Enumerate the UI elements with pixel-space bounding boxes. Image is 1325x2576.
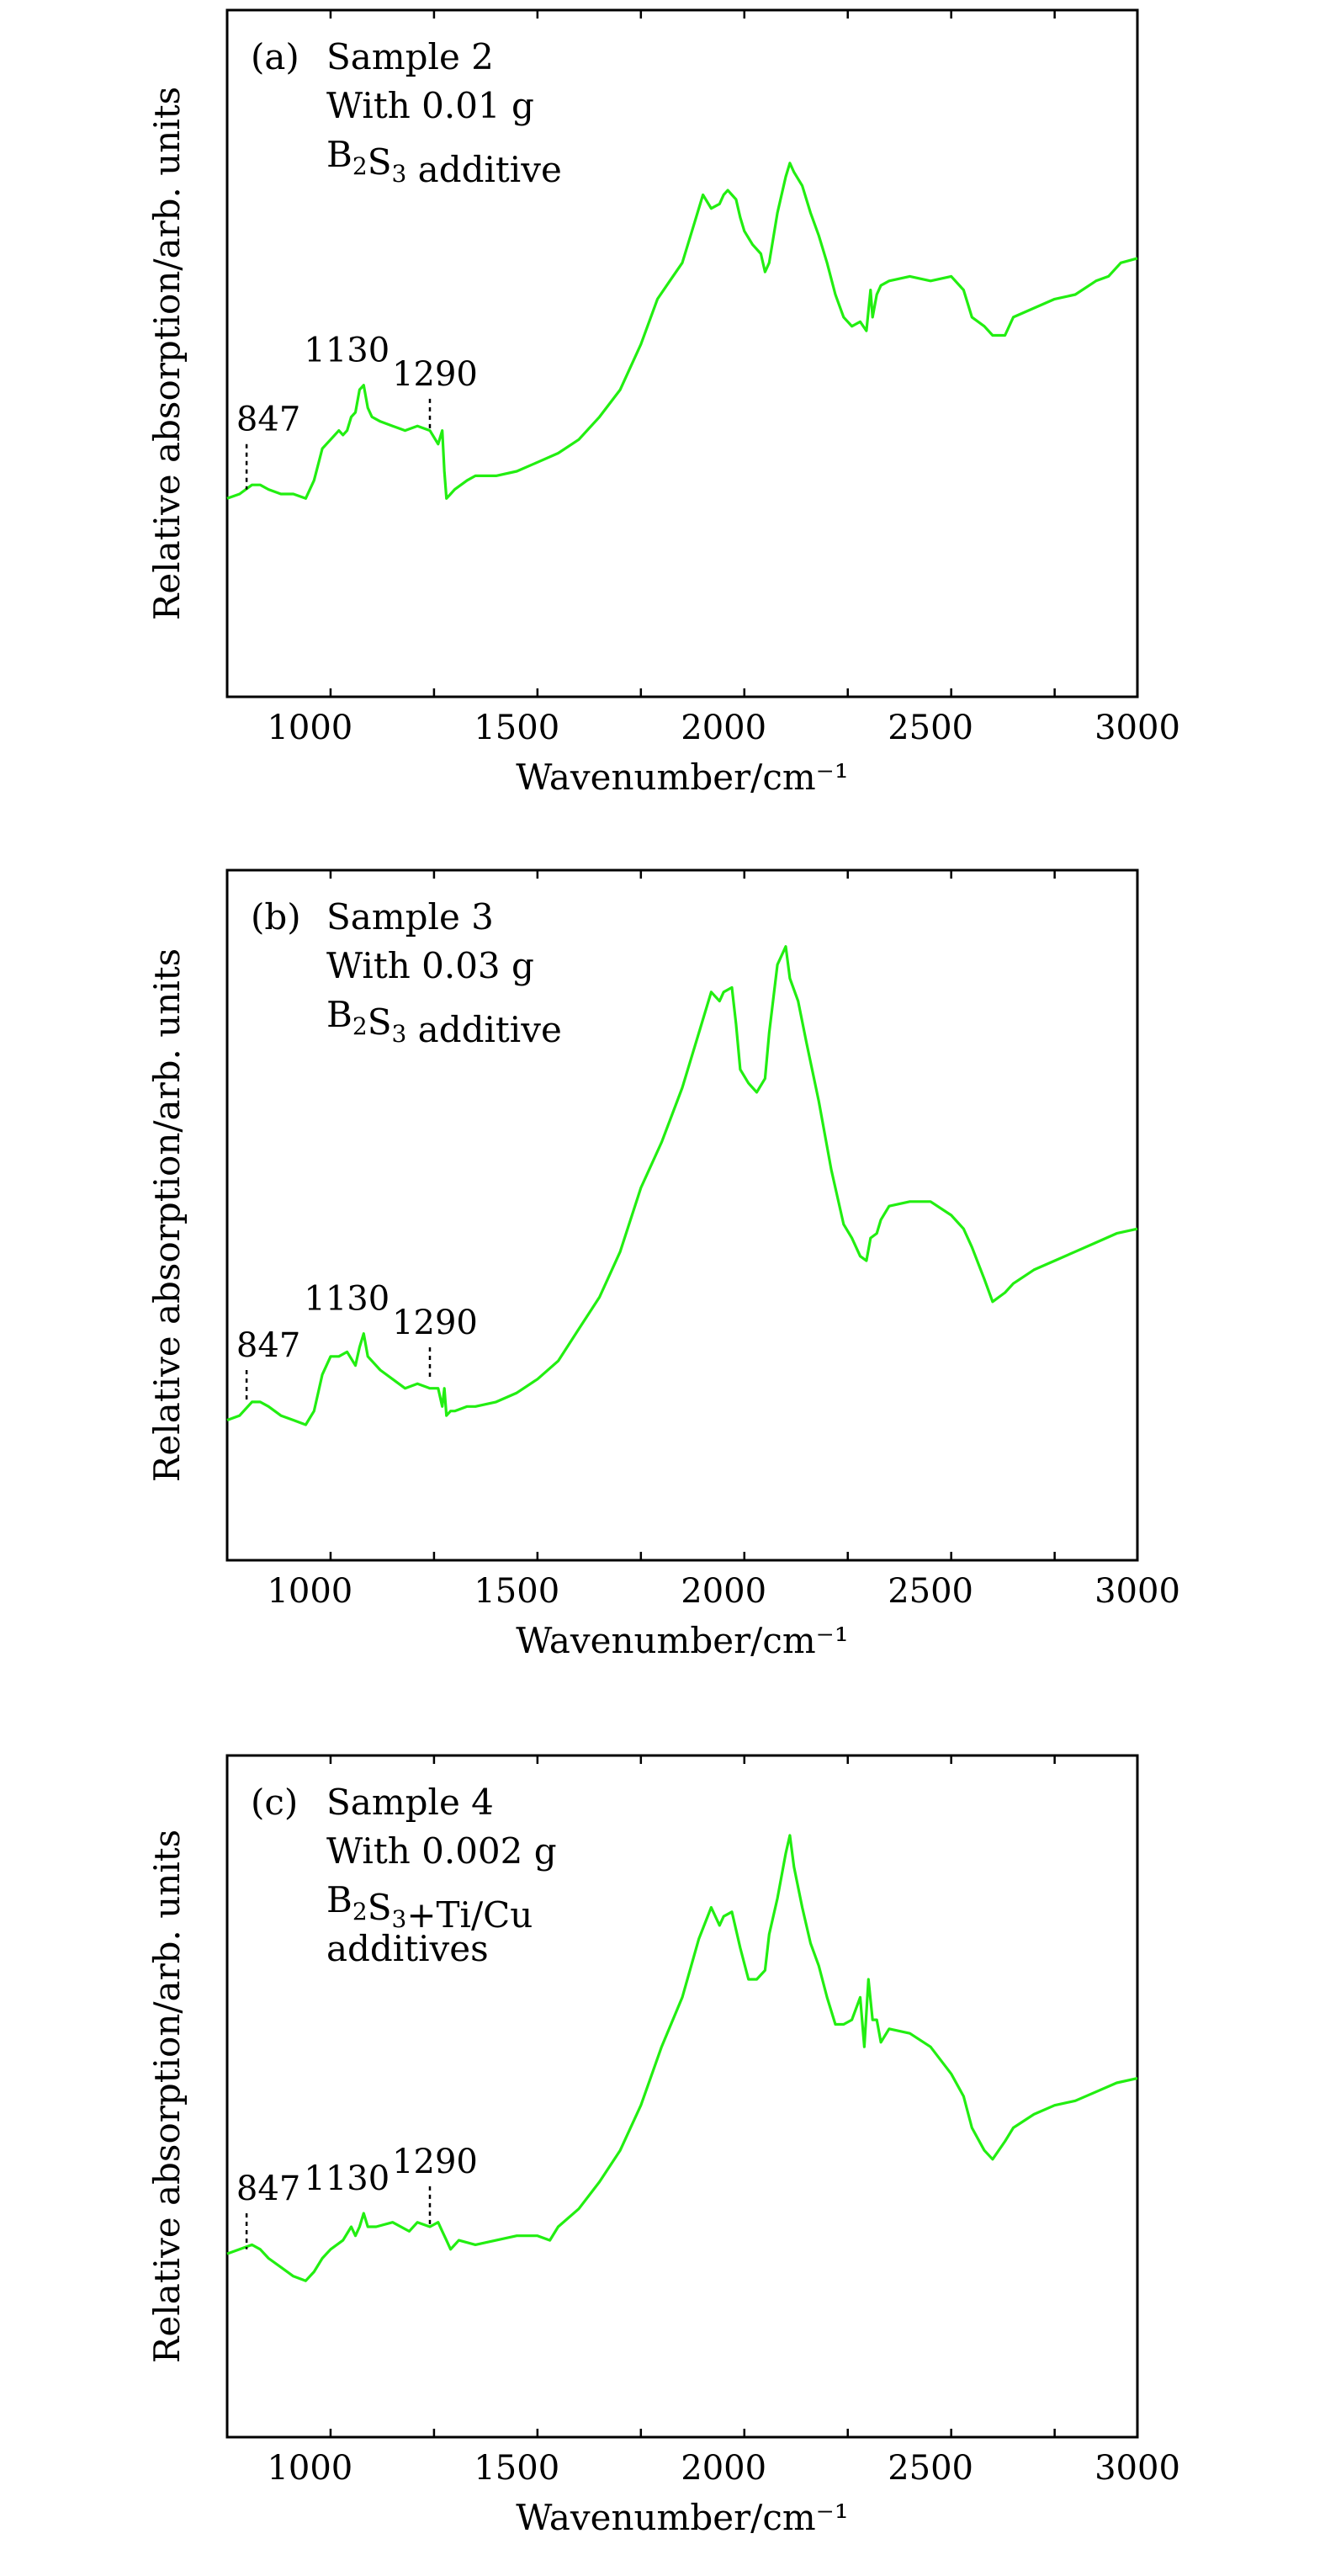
- x-tick-label: 1000: [267, 2449, 352, 2488]
- x-tick-label: 2500: [888, 2449, 973, 2488]
- x-axis-label: Wavenumber/cm⁻¹: [516, 757, 848, 798]
- x-axis-label: Wavenumber/cm⁻¹: [516, 2497, 848, 2538]
- peak-label-1290: 1290: [392, 355, 478, 394]
- x-tick-label: 2500: [888, 709, 973, 747]
- annotation-line: With 0.01 g: [326, 85, 534, 126]
- plot-frame: [225, 868, 1139, 1562]
- spectrum-line: [226, 1834, 1138, 2282]
- x-tick-label: 2000: [681, 1572, 766, 1611]
- annotation-line: With 0.002 g: [326, 1830, 557, 1872]
- peak-label-1130: 1130: [304, 2159, 390, 2198]
- peak-label-847: 847: [236, 401, 300, 439]
- plot-frame: [225, 8, 1139, 698]
- annotation-line: B2S3+Ti/Cu: [326, 1879, 533, 1936]
- x-tick-label: 3000: [1094, 709, 1180, 747]
- y-axis-label: Relative absorption/arb. units: [146, 1830, 188, 2363]
- peak-label-847: 847: [236, 1326, 300, 1365]
- annotation-line: Sample 2: [326, 36, 494, 77]
- peak-label-1290: 1290: [392, 1304, 478, 1342]
- peak-label-847: 847: [236, 2170, 300, 2208]
- plot-frame: [225, 1754, 1139, 2439]
- x-tick-label: 1000: [267, 709, 352, 747]
- peak-label-1130: 1130: [304, 1280, 390, 1319]
- annotation-line: Sample 3: [326, 896, 494, 937]
- panel-label: (a): [251, 36, 299, 77]
- x-tick-label: 1500: [474, 1572, 559, 1611]
- x-tick-label: 2500: [888, 1572, 973, 1611]
- panel-label: (c): [251, 1782, 298, 1823]
- x-tick-label: 1500: [474, 2449, 559, 2488]
- annotation-line: additives: [326, 1928, 489, 1969]
- chart-panel-b: 1000 1500 2000 2500 3000 Wavenumber/cm⁻¹ Relat…: [146, 868, 1180, 1661]
- x-tick-label: 1500: [474, 709, 559, 747]
- x-tick-label: 3000: [1094, 1572, 1180, 1611]
- x-tick-label: 1000: [267, 1572, 352, 1611]
- y-axis-label: Relative absorption/arb. units: [146, 87, 188, 620]
- x-tick-label: 2000: [681, 709, 766, 747]
- spectrum-line: [226, 945, 1138, 1426]
- annotation-line: B2S3 additive: [326, 994, 562, 1050]
- peak-label-1290: 1290: [392, 2143, 478, 2181]
- x-axis-label: Wavenumber/cm⁻¹: [516, 1620, 848, 1661]
- annotation-line: B2S3 additive: [326, 134, 562, 190]
- annotation-line: Sample 4: [326, 1782, 494, 1823]
- x-tick-label: 3000: [1094, 2449, 1180, 2488]
- spectrum-line: [226, 162, 1138, 500]
- chart-panel-c: 1000 1500 2000 2500 3000 Wavenumber/cm⁻¹ Relat…: [146, 1754, 1180, 2538]
- x-tick-label: 2000: [681, 2449, 766, 2488]
- annotation-line: With 0.03 g: [326, 945, 534, 986]
- y-axis-label: Relative absorption/arb. units: [146, 948, 188, 1482]
- chart-panel-a: 1000 1500 2000 2500 3000 Wavenumber/cm⁻¹ Relat…: [146, 8, 1180, 798]
- peak-label-1130: 1130: [304, 332, 390, 370]
- panel-label: (b): [251, 896, 301, 937]
